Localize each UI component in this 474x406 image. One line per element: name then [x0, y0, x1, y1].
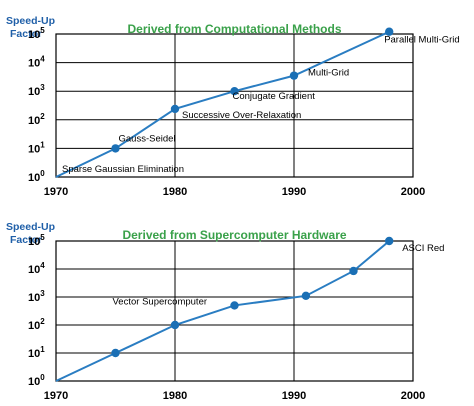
y-tick-label: 101 [28, 345, 45, 360]
data-point [385, 27, 394, 36]
y-tick-label: 104 [28, 261, 45, 276]
series-line [55, 240, 390, 382]
data-point [301, 291, 311, 301]
data-point [111, 348, 120, 358]
y-tick-label: 103 [28, 289, 45, 304]
annotation-label: Multi-Grid [308, 68, 349, 79]
data-point [230, 87, 239, 96]
y-tick-label: 103 [28, 83, 45, 98]
plot-frame [55, 240, 414, 382]
y-tick-label: 104 [28, 55, 45, 70]
chart-title: Derived from Supercomputer Hardware [122, 228, 346, 242]
data-point [111, 144, 120, 153]
annotation-label: Vector Supercomputer [113, 296, 208, 307]
y-tick-label: 105 [28, 233, 45, 248]
annotation-label: Parallel Multi-Grid [384, 35, 460, 46]
x-tick-label: 2000 [401, 186, 425, 198]
data-point [385, 236, 394, 246]
data-point [289, 71, 299, 80]
x-tick-label: 2000 [401, 390, 425, 402]
y-axis-label: Factor [10, 234, 42, 246]
x-tick-label: 1980 [163, 390, 187, 402]
data-point [349, 266, 358, 276]
annotation-label: Conjugate Gradient [233, 91, 316, 102]
y-axis-label: Speed-Up [6, 221, 55, 233]
y-tick-label: 102 [28, 317, 45, 332]
x-tick-label: 1980 [163, 186, 187, 198]
y-axis-label: Speed-Up [6, 15, 55, 27]
plot-frame [55, 33, 414, 178]
y-axis-label: Factor [10, 28, 42, 40]
x-tick-label: 1990 [282, 186, 306, 198]
chart-title: Derived from Computational Methods [127, 22, 341, 36]
data-point [230, 301, 239, 310]
series-line [55, 30, 390, 178]
y-tick-label: 102 [28, 112, 45, 127]
annotation-label: Sparse Gaussian Elimination [62, 164, 184, 175]
y-tick-label: 100 [28, 169, 45, 184]
y-tick-label: 100 [28, 373, 45, 388]
annotation-label: Gauss-Seidel [119, 133, 176, 144]
y-tick-label: 101 [28, 140, 45, 155]
data-point [170, 320, 180, 330]
x-tick-label: 1990 [282, 390, 306, 402]
x-tick-label: 1970 [44, 186, 68, 198]
annotation-label: Successive Over-Relaxation [182, 110, 301, 121]
data-point [170, 104, 180, 114]
y-tick-label: 105 [28, 26, 45, 41]
x-tick-label: 1970 [44, 390, 68, 402]
annotation-label: ASCI Red [402, 243, 444, 254]
